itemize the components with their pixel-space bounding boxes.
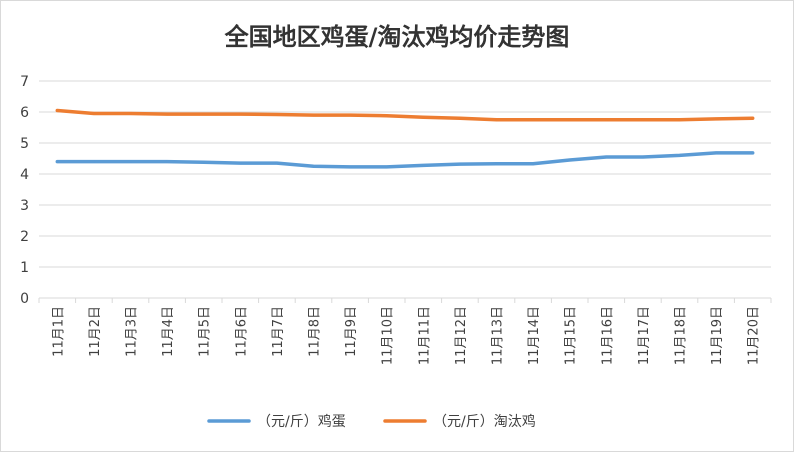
y-tick-label: 0 [20, 291, 29, 307]
data-point [605, 155, 608, 159]
series-line-0 [55, 151, 755, 169]
y-tick-label: 5 [20, 136, 29, 152]
x-tick-label: 11月8日 [308, 306, 323, 357]
data-point [239, 161, 242, 165]
data-point [202, 161, 205, 164]
x-tick-label: 11月9日 [344, 306, 359, 357]
data-point [348, 113, 352, 117]
data-point [385, 114, 388, 117]
data-point [605, 118, 608, 121]
data-point [129, 112, 132, 115]
legend: （元/斤）鸡蛋 （元/斤）淘汰鸡 [207, 413, 536, 430]
x-tick-label: 11月11日 [417, 306, 432, 365]
data-point [495, 118, 498, 121]
data-point [129, 160, 132, 163]
data-point [348, 165, 352, 169]
x-tick-label: 11月6日 [234, 306, 249, 357]
data-point [751, 151, 754, 155]
series-lines [55, 108, 755, 169]
data-point [531, 118, 535, 121]
data-point [422, 164, 425, 167]
y-tick-label: 3 [20, 198, 29, 214]
gridlines [39, 80, 771, 299]
y-tick-label: 2 [20, 229, 29, 245]
data-point [56, 160, 59, 163]
data-point [458, 162, 462, 166]
data-point [275, 161, 279, 165]
y-tick-label: 1 [20, 260, 29, 276]
x-tick-label: 11月10日 [381, 306, 396, 365]
data-point [385, 165, 388, 169]
x-tick-label: 11月17日 [637, 306, 652, 365]
x-tick-label: 11月12日 [454, 306, 469, 365]
x-tick-label: 11月5日 [198, 306, 213, 357]
data-point [165, 160, 169, 163]
data-point [641, 155, 645, 159]
data-point [641, 118, 645, 121]
data-point [312, 113, 315, 117]
data-point [422, 116, 425, 119]
data-point [165, 112, 169, 116]
y-tick-label: 4 [20, 167, 29, 183]
data-point [568, 158, 571, 162]
x-tick-label: 11月19日 [710, 306, 725, 365]
data-point [678, 118, 681, 121]
legend-label: （元/斤）鸡蛋 [257, 413, 346, 430]
x-tick-label: 11月16日 [600, 306, 615, 365]
x-tick-label: 11月3日 [125, 306, 140, 357]
x-tick-label: 11月15日 [564, 306, 579, 365]
data-point [531, 162, 535, 165]
x-tick-label: 11月7日 [271, 306, 286, 357]
data-point [312, 165, 315, 168]
legend-label: （元/斤）淘汰鸡 [433, 413, 536, 430]
data-point [239, 112, 242, 116]
x-tick-label: 11月2日 [88, 306, 103, 357]
y-tick-label: 6 [20, 105, 29, 121]
data-point [275, 113, 279, 116]
x-tick-label: 11月4日 [161, 306, 176, 357]
data-point [714, 151, 718, 155]
y-axis: 0 1 2 3 4 5 6 7 [20, 74, 29, 307]
x-tick-label: 11月1日 [51, 306, 66, 357]
data-point [458, 117, 462, 120]
data-point [56, 109, 59, 112]
data-point [714, 117, 718, 121]
data-point [202, 112, 205, 116]
chart-title: 全国地区鸡蛋/淘汰鸡均价走势图 [224, 23, 570, 51]
data-point [495, 162, 498, 165]
y-tick-label: 7 [20, 74, 29, 90]
data-point [751, 117, 754, 120]
x-axis: 11月1日 11月2日 11月3日 11月4日 11月5日 11月6日 11月7日 11月8日… [38, 297, 772, 365]
data-point [678, 154, 681, 157]
data-point [92, 160, 96, 163]
x-tick-label: 11月14日 [527, 306, 542, 365]
x-tick-label: 11月20日 [747, 306, 762, 365]
data-point [568, 118, 571, 121]
x-tick-label: 11月13日 [491, 306, 506, 365]
data-point [92, 112, 96, 115]
x-tick-label: 11月18日 [674, 306, 689, 365]
series-line-1 [55, 108, 755, 122]
